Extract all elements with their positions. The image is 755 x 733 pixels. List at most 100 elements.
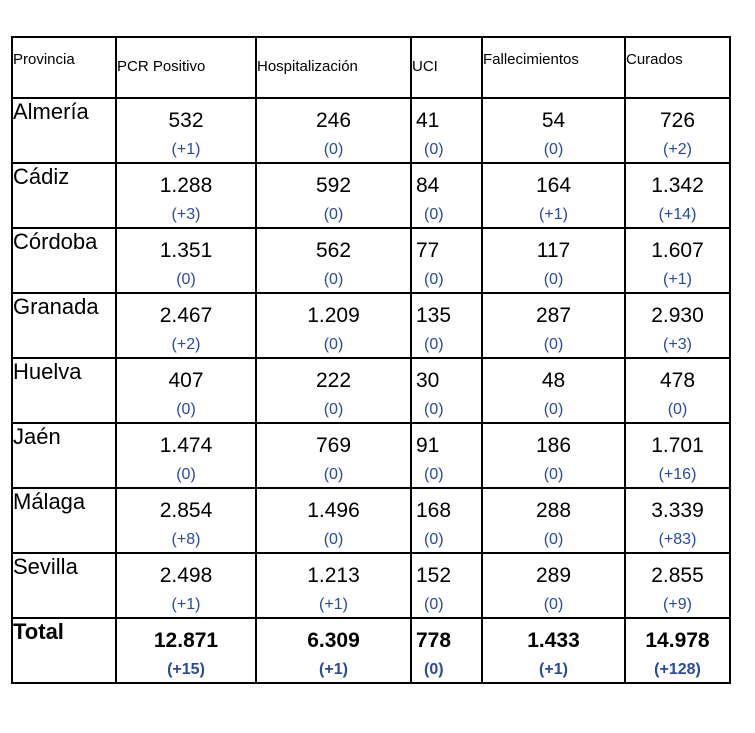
uci-delta: (0) [424, 141, 444, 158]
provincia-cell: Jaén [11, 422, 117, 489]
pcr-cell: 532 (+1) [115, 97, 257, 164]
curados-delta: (+83) [658, 531, 697, 548]
provincia-cell: Sevilla [11, 552, 117, 619]
uci-value: 778 [416, 629, 452, 652]
fallecimientos-delta: (+1) [539, 661, 568, 678]
uci-cell: 77 (0) [410, 227, 483, 294]
provincia-cell: Almería [11, 97, 117, 164]
uci-value: 77 [416, 239, 440, 262]
hospitalizacion-value: 592 [315, 174, 352, 197]
uci-delta: (0) [424, 271, 444, 288]
pcr-cell: 2.498 (+1) [115, 552, 257, 619]
curados-delta: (+1) [663, 271, 692, 288]
header-uci: UCI [410, 36, 483, 99]
curados-cell: 2.855 (+9) [624, 552, 731, 619]
hospitalizacion-value: 222 [315, 369, 352, 392]
fallecimientos-value: 54 [541, 109, 566, 132]
hospitalizacion-delta: (+1) [319, 661, 348, 678]
fallecimientos-cell: 54 (0) [481, 97, 626, 164]
hospitalizacion-delta: (+1) [319, 596, 348, 613]
fallecimientos-cell: 48 (0) [481, 357, 626, 424]
fallecimientos-cell: 186 (0) [481, 422, 626, 489]
fallecimientos-delta: (0) [543, 336, 564, 353]
table-row: Cádiz 1.288 (+3) 592 (0) 84 (0) 164 (+1) 1.342 (+1… [11, 162, 731, 229]
hospitalizacion-delta: (0) [323, 401, 344, 418]
header-pcr-positivo: PCR Positivo [115, 36, 257, 99]
hospitalizacion-delta: (0) [323, 531, 344, 548]
hospitalizacion-value: 562 [315, 239, 352, 262]
total-row: Total 12.871 (+15) 6.309 (+1) 778 (0) 1.433 (+1)… [11, 617, 731, 684]
uci-cell: 91 (0) [410, 422, 483, 489]
uci-value: 135 [416, 304, 452, 327]
uci-cell: 135 (0) [410, 292, 483, 359]
hospitalizacion-delta: (0) [323, 206, 344, 223]
uci-cell: 152 (0) [410, 552, 483, 619]
uci-delta: (0) [424, 466, 444, 483]
uci-delta: (0) [424, 206, 444, 223]
table-row: Jaén 1.474 (0) 769 (0) 91 (0) 186 (0) 1.701 (+16) [11, 422, 731, 489]
curados-value: 1.701 [651, 434, 704, 457]
fallecimientos-delta: (+1) [539, 206, 568, 223]
pcr-delta: (0) [176, 401, 196, 418]
provincia-cell: Cádiz [11, 162, 117, 229]
fallecimientos-delta: (0) [543, 466, 564, 483]
hospitalizacion-value: 769 [315, 434, 352, 457]
pcr-delta: (0) [176, 271, 196, 288]
fallecimientos-value: 186 [535, 434, 572, 457]
hospitalizacion-cell: 6.309 (+1) [255, 617, 412, 684]
hospitalizacion-value: 1.213 [307, 564, 360, 587]
pcr-cell: 407 (0) [115, 357, 257, 424]
hospitalizacion-value: 1.209 [307, 304, 360, 327]
hospitalizacion-delta: (0) [323, 141, 344, 158]
curados-value: 14.978 [645, 629, 710, 652]
curados-delta: (+128) [654, 661, 701, 678]
curados-delta: (0) [667, 401, 688, 418]
fallecimientos-delta: (0) [543, 141, 564, 158]
curados-delta: (+14) [658, 206, 697, 223]
curados-cell: 2.930 (+3) [624, 292, 731, 359]
pcr-value: 532 [168, 109, 204, 132]
fallecimientos-value: 117 [536, 239, 571, 262]
hospitalizacion-cell: 222 (0) [255, 357, 412, 424]
hospitalizacion-cell: 1.496 (0) [255, 487, 412, 554]
fallecimientos-value: 164 [535, 174, 572, 197]
pcr-value: 407 [168, 369, 204, 392]
pcr-delta: (+1) [171, 141, 201, 158]
pcr-delta: (+15) [167, 661, 205, 678]
hospitalizacion-cell: 246 (0) [255, 97, 412, 164]
fallecimientos-cell: 288 (0) [481, 487, 626, 554]
curados-cell: 14.978 (+128) [624, 617, 731, 684]
hospitalizacion-delta: (0) [323, 336, 344, 353]
provincia-cell: Córdoba [11, 227, 117, 294]
hospitalizacion-value: 1.496 [307, 499, 360, 522]
pcr-delta: (+2) [171, 336, 201, 353]
fallecimientos-value: 48 [541, 369, 566, 392]
uci-value: 30 [416, 369, 440, 392]
uci-value: 91 [416, 434, 440, 457]
pcr-value: 2.854 [159, 499, 213, 522]
uci-cell: 30 (0) [410, 357, 483, 424]
provincia-cell: Total [11, 617, 117, 684]
provincia-cell: Huelva [11, 357, 117, 424]
curados-delta: (+16) [658, 466, 697, 483]
hospitalizacion-cell: 1.209 (0) [255, 292, 412, 359]
fallecimientos-delta: (0) [543, 271, 564, 288]
header-row: Provincia PCR Positivo Hospitalización U… [11, 36, 731, 99]
pcr-value: 1.288 [159, 174, 213, 197]
curados-value: 478 [659, 369, 696, 392]
fallecimientos-value: 287 [535, 304, 572, 327]
table-row: Sevilla 2.498 (+1) 1.213 (+1) 152 (0) 289 (0) 2.8… [11, 552, 731, 619]
curados-delta: (+2) [663, 141, 692, 158]
pcr-delta: (0) [176, 466, 196, 483]
pcr-cell: 12.871 (+15) [115, 617, 257, 684]
pcr-value: 2.467 [159, 304, 213, 327]
curados-delta: (+3) [663, 336, 692, 353]
curados-delta: (+9) [663, 596, 692, 613]
provincia-cell: Málaga [11, 487, 117, 554]
header-hospitalizacion: Hospitalización [255, 36, 412, 99]
fallecimientos-delta: (0) [543, 401, 564, 418]
uci-value: 41 [416, 109, 440, 132]
curados-cell: 1.607 (+1) [624, 227, 731, 294]
curados-value: 2.930 [651, 304, 704, 327]
curados-value: 2.855 [651, 564, 704, 587]
